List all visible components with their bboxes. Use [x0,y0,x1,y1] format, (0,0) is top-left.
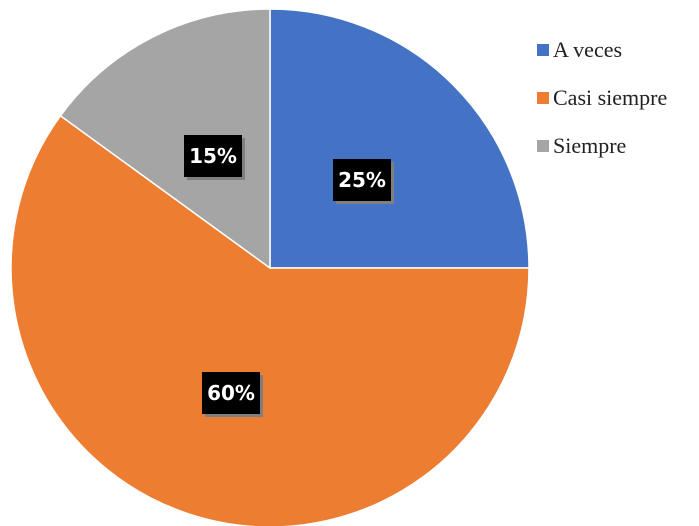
legend-swatch [537,140,549,152]
legend-item-a-veces: A veces [537,36,667,63]
legend-swatch [537,44,549,56]
data-label-casi-siempre: 60% [202,372,263,417]
data-label-text: 60% [207,381,255,405]
data-label-text: 25% [338,168,386,192]
data-label-siempre: 15% [184,135,245,180]
slice-a-veces [270,9,529,268]
data-label-text: 15% [189,144,237,168]
legend-label: A veces [553,37,622,63]
legend-swatch [537,92,549,104]
legend-item-casi-siempre: Casi siempre [537,84,667,111]
legend-label: Siempre [553,133,626,159]
pie-slices [11,9,529,526]
legend: A veces Casi siempre Siempre [537,36,667,180]
legend-item-siempre: Siempre [537,132,667,159]
data-label-a-veces: 25% [333,159,394,204]
legend-label: Casi siempre [553,85,667,111]
